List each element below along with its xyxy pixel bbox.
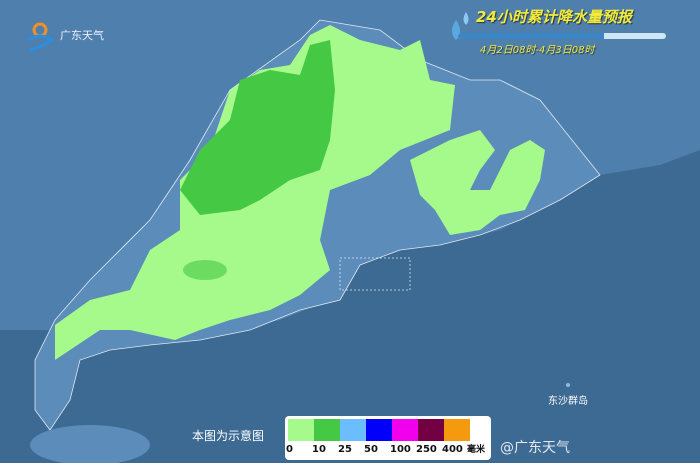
hainan-coast — [30, 425, 150, 463]
rain-patch-moderate — [183, 260, 227, 280]
legend-label: 10 — [312, 444, 326, 455]
rain-area-light-east — [410, 130, 545, 235]
legend-swatch — [366, 419, 392, 441]
island-label: 东沙群岛 — [548, 396, 588, 407]
map-subtitle: 4月2日08时-4月3日08时 — [480, 45, 595, 56]
legend-swatch — [444, 419, 470, 441]
legend-label: 250 — [416, 444, 437, 455]
legend-swatch — [418, 419, 444, 441]
sun-wave-icon — [27, 22, 55, 52]
logo-text: 广东天气 — [60, 29, 104, 42]
precipitation-legend: 0 10 25 50 100 250 400 毫米 — [285, 416, 491, 460]
legend-unit: 毫米 — [467, 445, 486, 455]
hong-kong-box — [339, 257, 411, 291]
watermark: @广东天气 — [500, 440, 570, 456]
raindrop-icon — [452, 12, 469, 40]
dongsha-island — [566, 383, 570, 387]
title-bar — [458, 33, 666, 39]
legend-swatch — [340, 419, 366, 441]
map-title: 24小时累计降水量预报 — [476, 8, 632, 26]
legend-label: 400 — [442, 444, 463, 455]
legend-label: 100 — [390, 444, 411, 455]
legend-label: 50 — [364, 444, 378, 455]
legend-label: 0 — [286, 444, 293, 455]
schematic-note: 本图为示意图 — [192, 429, 265, 443]
legend-swatch — [288, 419, 314, 441]
rain-area-moderate — [180, 40, 335, 215]
legend-swatch — [314, 419, 340, 441]
guangdong-weather-logo — [22, 18, 58, 56]
legend-label: 25 — [338, 444, 352, 455]
legend-swatch — [392, 419, 418, 441]
